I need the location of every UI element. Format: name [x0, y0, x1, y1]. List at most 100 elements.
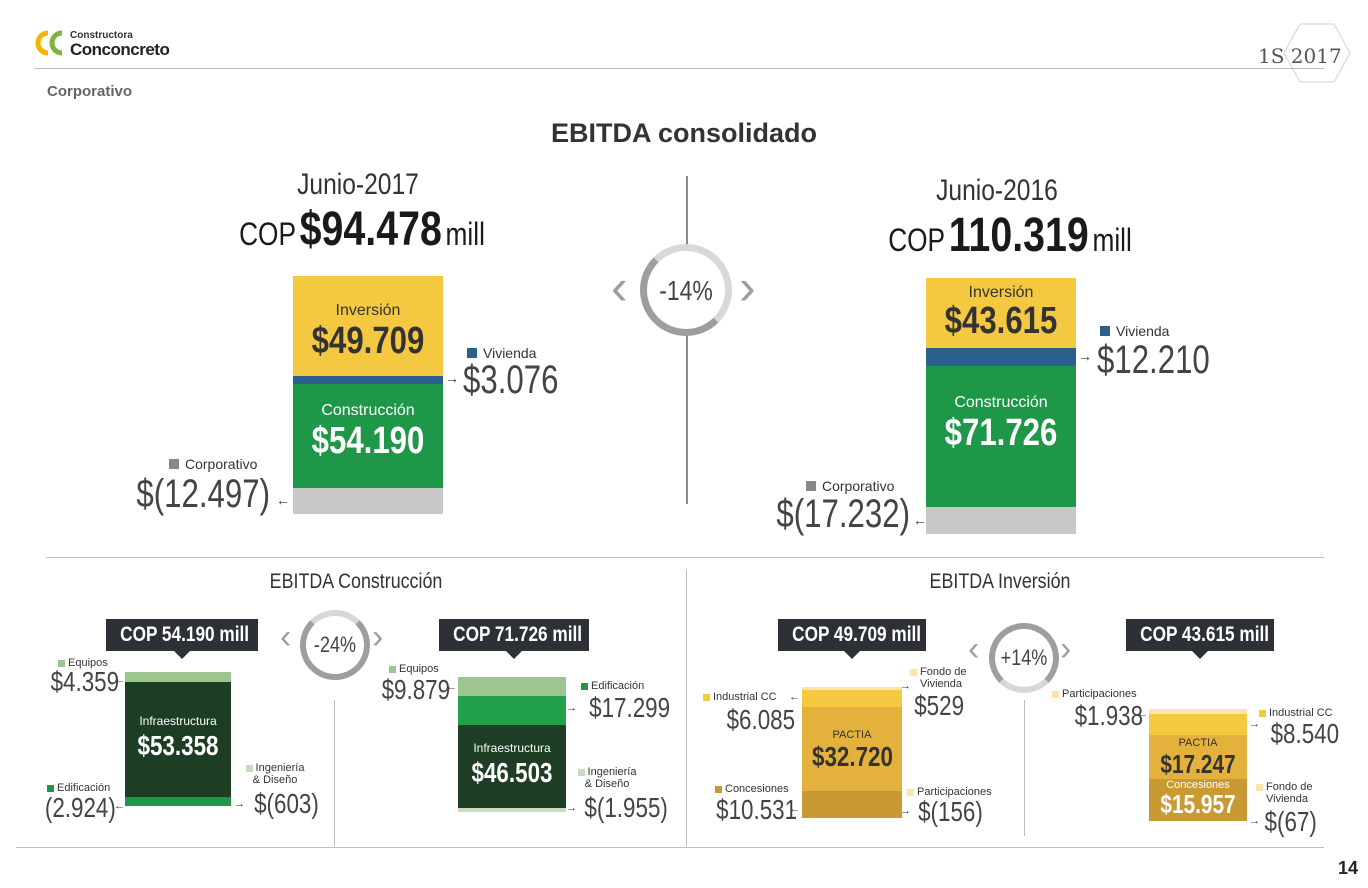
construccion-change: -24%: [313, 632, 357, 657]
vivienda-swatch: [1100, 325, 1110, 336]
ingenieria-legend: Ingeniería & Diseño: [240, 762, 310, 786]
corporativo-swatch: [806, 480, 816, 491]
arrow-right-icon: →: [1078, 348, 1092, 364]
fondo-label2: Vivienda: [920, 678, 962, 690]
construccion-segment: Construcción $54.190: [293, 384, 443, 488]
construccion-value: $54.190: [311, 420, 425, 462]
fondo-value: $529: [914, 690, 965, 721]
logo-line1: Constructora: [70, 30, 133, 41]
inversion-segment: Inversión $43.615: [926, 278, 1076, 348]
period-2017: Junio-2017: [297, 168, 419, 201]
change-label: -14%: [659, 275, 713, 306]
arrow-left-icon: ←: [276, 492, 290, 508]
chevron-left-icon: ‹: [611, 259, 628, 315]
corporativo-swatch: [169, 458, 179, 469]
bottom-center-divider: [686, 570, 687, 846]
cop-prefix: COP: [888, 222, 946, 258]
equipos-legend: Equipos: [389, 663, 439, 675]
arrow-right-icon: →: [234, 798, 245, 810]
industrial-label: Industrial CC: [1269, 707, 1333, 719]
logo-line2: Conconcreto: [70, 40, 170, 59]
period-2016: Junio-2016: [936, 174, 1058, 207]
vivienda-segment: [926, 348, 1076, 366]
chevron-right-icon: ›: [739, 259, 756, 315]
concesiones-value: $15.957: [1160, 789, 1236, 819]
edificacion-value: $17.299: [589, 692, 671, 723]
pactia-segment: PACTIA $32.720: [802, 707, 902, 791]
construccion-label: Construcción: [954, 394, 1048, 411]
bar-2017: Inversión $49.709 Construcción $54.190: [293, 276, 443, 514]
corporativo-segment: [926, 507, 1076, 534]
equipos-legend: Equipos: [58, 657, 108, 669]
corporativo-legend-label: Corporativo: [185, 455, 258, 472]
inversion-2017-box: COP 49.709 mill: [778, 619, 926, 659]
vivienda-segment: [293, 376, 443, 384]
arrow-left-icon: ←: [789, 803, 800, 815]
participaciones-swatch: [1052, 690, 1059, 698]
corporativo-segment: [293, 488, 443, 514]
equipos-value: $4.359: [50, 666, 120, 697]
fondo-legend: Fondo de Vivienda: [910, 666, 966, 690]
infraestructura-segment: Infraestructura $46.503: [458, 725, 566, 808]
concesiones-segment: [802, 791, 902, 818]
inversion-title: EBITDA Inversión: [929, 570, 1071, 593]
section-label: Corporativo: [47, 83, 133, 100]
concesiones-legend: Concesiones: [715, 783, 789, 795]
arrow-left-icon: ←: [446, 681, 457, 693]
pactia-segment: PACTIA $17.247: [1149, 735, 1247, 779]
arrow-left-icon: ←: [913, 512, 927, 528]
construccion-2017-box: COP 54.190 mill: [106, 619, 258, 659]
box-label: COP 49.709 mill: [792, 623, 922, 646]
industrial-swatch: [703, 693, 710, 701]
participaciones-swatch: [907, 788, 914, 796]
vivienda-value: $3.076: [463, 358, 559, 402]
industrial-value: $8.540: [1270, 718, 1340, 749]
participaciones-label: Participaciones: [1062, 688, 1137, 700]
equipos-label: Equipos: [68, 657, 108, 669]
fondo-value: $(67): [1264, 806, 1317, 837]
vivienda-legend-label: Vivienda: [1116, 322, 1170, 339]
logo: Constructora Conconcreto: [34, 28, 174, 59]
concesiones-value: $10.531: [716, 794, 798, 825]
ingenieria-swatch: [245, 764, 253, 772]
box-label: COP 43.615 mill: [1140, 623, 1270, 646]
arrow-right-icon: →: [900, 805, 911, 817]
concesiones-segment: Concesiones $15.957: [1149, 779, 1247, 821]
participaciones-legend: Participaciones: [907, 786, 992, 798]
chevron-right-icon: ›: [1060, 630, 1072, 668]
participaciones-legend: Participaciones: [1052, 688, 1137, 700]
arrow-left-icon: ←: [1137, 708, 1148, 720]
arrow-left-icon: ←: [789, 691, 800, 703]
construccion-segment: Construcción $71.726: [926, 366, 1076, 507]
construccion-title: EBITDA Construcción: [269, 570, 443, 593]
industrial-label: Industrial CC: [713, 691, 777, 703]
fondo-swatch: [1256, 783, 1263, 791]
ingenieria-value: $(603): [254, 788, 319, 819]
arrow-right-icon: →: [900, 680, 911, 692]
equipos-label: Equipos: [399, 663, 439, 675]
equipos-swatch: [58, 659, 65, 667]
industrial-legend: Industrial CC: [703, 691, 777, 703]
inversion-value: $49.709: [311, 320, 425, 362]
equipos-segment: [125, 672, 231, 682]
edificacion-label: Edificación: [591, 680, 645, 692]
corporativo-legend: Corporativo: [169, 455, 257, 473]
chevron-left-icon: ‹: [968, 630, 980, 668]
box-label: COP 71.726 mill: [453, 623, 583, 646]
infra-value: $53.358: [137, 730, 219, 761]
page-number: 14: [1338, 858, 1359, 878]
edificacion-label: Edificación: [57, 782, 111, 794]
edificacion-swatch: [47, 784, 54, 792]
infra-value: $46.503: [471, 757, 553, 788]
construccion-divider: [334, 700, 335, 846]
edificacion-swatch: [581, 682, 588, 690]
infra-label: Infraestructura: [473, 741, 551, 755]
concesiones-swatch: [715, 785, 722, 793]
top-center-divider: [686, 176, 688, 504]
construccion-ring: -24%: [300, 610, 370, 680]
corporativo-value: $(17.232): [776, 492, 910, 536]
ingenieria-legend: Ingeniería & Diseño: [572, 766, 642, 790]
edificacion-legend: Edificación: [47, 782, 110, 794]
arrow-left-icon: ←: [114, 800, 125, 812]
fondo-label1: Fondo de: [1266, 781, 1313, 793]
